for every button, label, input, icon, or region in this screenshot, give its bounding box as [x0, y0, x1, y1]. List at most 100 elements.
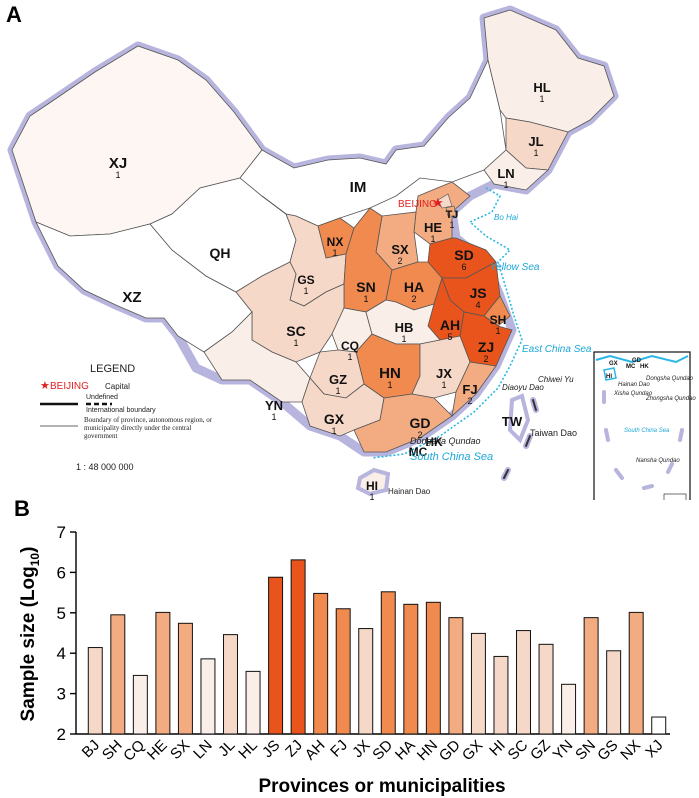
- region-label-he: HE: [424, 220, 442, 235]
- region-label-yn: YN: [265, 398, 283, 413]
- bar-gz: [538, 643, 554, 735]
- region-count-cq: 1: [347, 352, 352, 362]
- region-label-gx: GX: [324, 411, 345, 427]
- region-label-gz: GZ: [329, 372, 347, 387]
- region-count-gz: 1: [335, 386, 340, 396]
- region-count-yn: 1: [271, 412, 276, 422]
- bar-nx: [628, 611, 644, 735]
- x-tick-label-jx: JX: [349, 737, 373, 761]
- bar-yn: [561, 683, 577, 735]
- y-axis-label-main: Sample size (Log: [18, 566, 39, 721]
- island-label-chiwei: Chiwei Yu: [538, 375, 574, 384]
- x-tick-label-fj: FJ: [327, 737, 351, 761]
- bars: [87, 559, 667, 735]
- y-tick-label: 2: [57, 725, 66, 744]
- region-hl: [483, 9, 615, 133]
- bar-sh: [110, 614, 126, 735]
- region-count-hl: 1: [539, 94, 544, 104]
- inset-code-hk: HK: [640, 364, 649, 370]
- region-label-cq: CQ: [341, 339, 359, 353]
- legend-capital: Capital: [105, 382, 130, 391]
- island-label-hainan: Hainan Dao: [388, 487, 431, 496]
- y-tick-label: 7: [57, 523, 66, 542]
- region-count-js: 4: [475, 300, 480, 310]
- inset-code-gx: GX: [609, 361, 618, 367]
- x-axis-label: Provinces or municipalities: [258, 776, 505, 797]
- region-label-gd: GD: [410, 415, 431, 431]
- region-label-hb: HB: [395, 320, 414, 335]
- legend-international: International boundary: [86, 407, 156, 414]
- bar-jx: [358, 628, 374, 735]
- region-label-nx: NX: [327, 235, 344, 249]
- island-label-taiwan: Taiwan Dao: [530, 428, 577, 438]
- region-label-hn: HN: [379, 365, 401, 382]
- bar-jl: [223, 634, 238, 735]
- region-label-xz: XZ: [122, 289, 141, 306]
- bar-hn: [425, 601, 441, 735]
- y-tick-label: 4: [57, 644, 66, 663]
- sea-label-east-china-sea: East China Sea: [522, 344, 592, 355]
- panel-b-label: B: [14, 496, 30, 521]
- region-label-hl: HL: [533, 80, 550, 95]
- region-count-tj: 1: [449, 220, 454, 230]
- region-count-sh: 1: [495, 326, 500, 336]
- region-count-sd: 6: [461, 262, 466, 272]
- bar-bj: [87, 647, 103, 735]
- nine-dash-line-core: [503, 399, 537, 479]
- region-count-nx: 1: [332, 248, 337, 258]
- bar-js: [268, 576, 284, 735]
- region-count-sn: 1: [363, 294, 368, 304]
- region-count-ln: 1: [503, 180, 508, 190]
- region-count-hb: 1: [401, 334, 406, 344]
- inset-label-hainan: Hainan Dao: [618, 382, 650, 388]
- x-tick-label-gx: GX: [459, 737, 486, 764]
- x-tick-label-zj: ZJ: [282, 737, 306, 761]
- region-count-ha: 2: [411, 294, 416, 304]
- bar-hl: [245, 670, 261, 735]
- bar-ah: [313, 592, 329, 735]
- inset-label-xisha: Xisha Qundao: [613, 391, 653, 397]
- region-count-jl: 1: [533, 148, 538, 158]
- region-label-fj: FJ: [462, 382, 477, 397]
- region-tw: [507, 393, 531, 444]
- region-count-zj: 2: [483, 354, 488, 364]
- bar-sc: [516, 630, 531, 735]
- legend-undefined: Undefined: [86, 394, 118, 401]
- x-tick-label-nx: NX: [617, 737, 644, 764]
- region-yn: [203, 311, 311, 403]
- region-label-ln: LN: [497, 166, 514, 181]
- bar-cq: [132, 674, 148, 735]
- y-tick-label: 5: [57, 604, 66, 623]
- region-count-ah: 5: [447, 332, 452, 342]
- inset-label-nansha: Nansha Qundao: [636, 458, 680, 464]
- x-tick-label-bj: BJ: [79, 737, 103, 761]
- capital-star-icon: ★: [432, 195, 444, 210]
- region-label-sc: SC: [286, 323, 305, 339]
- region-label-hi: HI: [366, 479, 378, 493]
- region-label-hk: HK: [425, 435, 443, 449]
- region-count-gs: 1: [303, 286, 308, 296]
- island-label-dongsha: Dongsha Qundao: [410, 436, 481, 446]
- y-ticks: 2 3 4 5 6 7: [57, 523, 76, 744]
- region-count-gx: 1: [331, 426, 336, 436]
- x-tick-label-ah: AH: [302, 737, 329, 764]
- region-count-fj: 2: [467, 396, 472, 406]
- south-china-sea-inset: GX GD MC HK HI Hainan Dao Xisha Qundao D…: [593, 351, 696, 500]
- x-tick-label-xj: XJ: [642, 737, 666, 761]
- bar-hi: [493, 655, 509, 735]
- region-hi: [355, 467, 391, 497]
- inset-code-mc: MC: [626, 364, 636, 370]
- inset-code-gd: GD: [632, 358, 642, 364]
- region-label-sh: SH: [490, 313, 507, 327]
- panel-a-label: A: [6, 2, 22, 27]
- x-tick-label-hi: HI: [486, 737, 509, 760]
- bar-gx: [470, 632, 486, 735]
- legend-star-icon: ★: [40, 380, 50, 392]
- region-bj: [437, 193, 453, 209]
- sea-label-yellow-sea: Yellow Sea: [490, 262, 540, 273]
- bar-xj: [651, 716, 667, 735]
- region-label-zj: ZJ: [478, 339, 494, 355]
